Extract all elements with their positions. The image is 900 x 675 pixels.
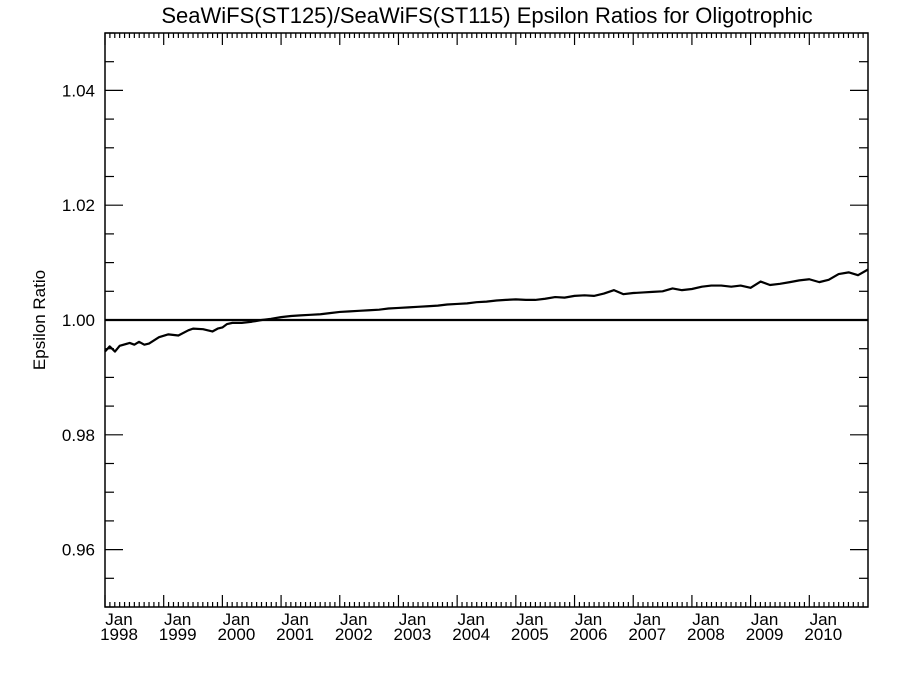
ticks-layer (104, 32, 868, 608)
x-tick-label-year: 2009 (746, 625, 784, 644)
tick-labels-layer: 0.960.981.001.021.04Jan1998Jan1999Jan200… (62, 81, 842, 644)
x-tick-label-year: 1999 (159, 625, 197, 644)
x-tick-label-year: 1998 (100, 625, 138, 644)
x-tick-label-year: 2007 (628, 625, 666, 644)
x-tick-label-month: Jan (810, 610, 837, 629)
x-tick-label-month: Jan (751, 610, 778, 629)
x-tick-label-month: Jan (575, 610, 602, 629)
x-tick-label-month: Jan (692, 610, 719, 629)
x-tick-label-month: Jan (457, 610, 484, 629)
x-tick-label-year: 2001 (276, 625, 314, 644)
chart-title: SeaWiFS(ST125)/SeaWiFS(ST115) Epsilon Ra… (161, 3, 812, 28)
x-tick-label-year: 2002 (335, 625, 373, 644)
x-tick-label-month: Jan (105, 610, 132, 629)
x-tick-label-year: 2004 (452, 625, 490, 644)
y-tick-label: 1.00 (62, 311, 95, 330)
x-tick-label-month: Jan (340, 610, 367, 629)
x-tick-label-month: Jan (223, 610, 250, 629)
x-tick-label-year: 2006 (570, 625, 608, 644)
x-tick-label-year: 2000 (217, 625, 255, 644)
x-tick-label-year: 2008 (687, 625, 725, 644)
x-tick-label-month: Jan (164, 610, 191, 629)
y-tick-label: 0.96 (62, 541, 95, 560)
x-tick-label-month: Jan (634, 610, 661, 629)
y-tick-label: 1.02 (62, 196, 95, 215)
series-line (104, 268, 869, 353)
x-tick-label-month: Jan (516, 610, 543, 629)
y-axis-label: Epsilon Ratio (30, 270, 49, 370)
x-tick-label-year: 2005 (511, 625, 549, 644)
y-tick-label: 1.04 (62, 81, 95, 100)
x-tick-label-year: 2003 (394, 625, 432, 644)
x-tick-label-month: Jan (399, 610, 426, 629)
x-tick-label-year: 2010 (804, 625, 842, 644)
y-tick-label: 0.98 (62, 426, 95, 445)
x-tick-label-month: Jan (281, 610, 308, 629)
